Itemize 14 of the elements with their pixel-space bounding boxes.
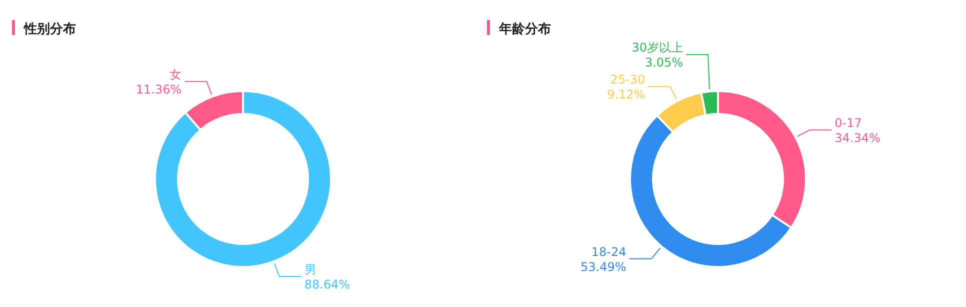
slice-label: 0-17: [834, 116, 862, 130]
data-label: 9.12%: [607, 88, 646, 102]
data-label: 88.64%: [304, 277, 350, 292]
slice-label: 30岁以上: [632, 40, 684, 55]
data-label: 34.34%: [834, 130, 880, 145]
data-label: 11.36%: [136, 82, 182, 97]
slice-label: 男: [304, 262, 316, 276]
chart-title: 性别分布: [23, 22, 76, 37]
slice-label: 18-24: [591, 244, 626, 259]
slice-label: 女: [170, 68, 182, 82]
slice-label: 25-30: [610, 72, 646, 87]
chart-title: 年龄分布: [498, 22, 551, 37]
data-label: 3.05%: [644, 56, 684, 70]
data-label: 53.49%: [580, 260, 626, 274]
